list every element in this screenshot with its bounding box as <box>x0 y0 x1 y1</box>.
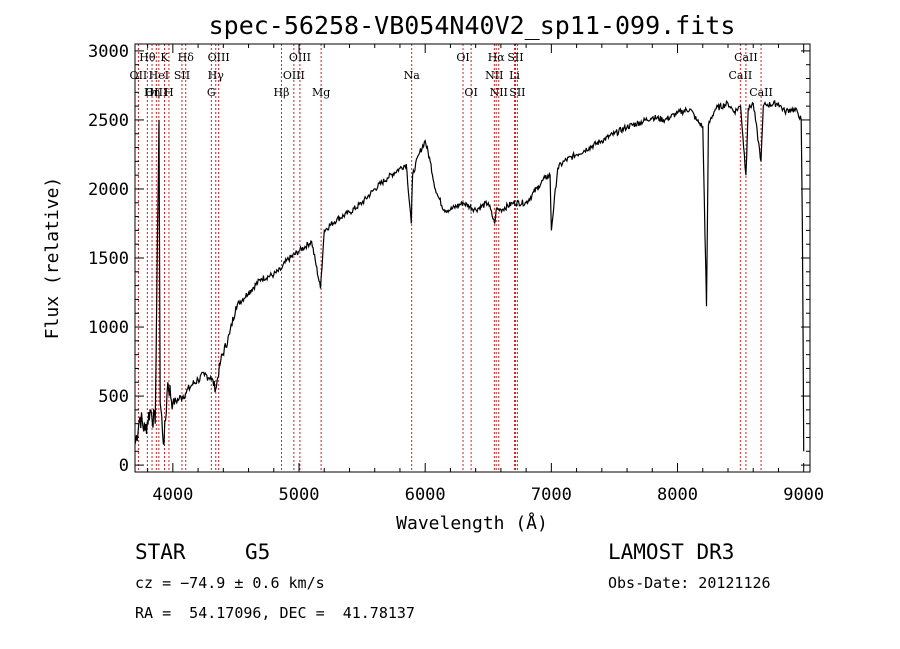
x-tick-label: 5000 <box>279 485 320 505</box>
spectral-line-label: OIII <box>283 69 305 82</box>
spectral-line-label: OIII <box>208 51 230 64</box>
y-tick-label: 3000 <box>88 42 129 62</box>
y-axis-label: Flux (relative) <box>42 177 63 340</box>
y-tick-label: 1500 <box>88 249 129 269</box>
spectral-line-label: OII <box>130 69 148 82</box>
spectral-line-label: Hα <box>488 51 506 64</box>
object-subclass: G5 <box>245 540 271 564</box>
x-tick-label: 9000 <box>783 485 824 505</box>
y-tick-label: 2500 <box>88 111 129 131</box>
spectral-line-label: SII <box>174 69 190 82</box>
spectral-line-label: Hδ <box>178 51 195 64</box>
spectral-line-label: OI <box>464 86 477 99</box>
spectral-line-label: H <box>164 86 174 99</box>
x-tick-label: 4000 <box>152 485 193 505</box>
survey-name: LAMOST DR3 <box>608 540 735 564</box>
y-tick-label: 1000 <box>88 318 129 338</box>
observation-date: Obs-Date: 20121126 <box>608 574 771 592</box>
spectral-line-label: NII <box>490 86 508 99</box>
coordinates: RA = 54.17096, DEC = 41.78137 <box>135 604 415 622</box>
spectral-line-label: NII <box>485 69 503 82</box>
chart-title: spec-56258-VB054N40V2_sp11-099.fits <box>209 11 736 40</box>
spectral-line-label: SII <box>507 51 523 64</box>
spectral-line-label: OIII <box>145 86 167 99</box>
y-tick-label: 2000 <box>88 180 129 200</box>
spectral-line-label: G <box>207 86 216 99</box>
x-tick-label: 7000 <box>531 485 572 505</box>
x-axis-label: Wavelength (Å) <box>396 512 548 534</box>
x-tick-label: 8000 <box>657 485 698 505</box>
x-tick-label: 6000 <box>405 485 446 505</box>
spectral-lines-layer <box>137 44 762 472</box>
spectral-line-label: Hγ <box>208 69 225 82</box>
spectral-line-label: CaII <box>749 86 773 99</box>
plot-frame <box>134 43 811 473</box>
spectral-line-label: Na <box>404 69 421 82</box>
spectral-line-label: CaII <box>729 69 753 82</box>
spectral-line-label: SII <box>509 86 525 99</box>
spectral-line-label: Hθ <box>139 51 156 64</box>
spectral-line-label: Hη <box>144 86 160 99</box>
spectral-line-label: Li <box>509 69 520 82</box>
y-tick-label: 500 <box>98 387 129 407</box>
spectral-line-label: CaII <box>734 51 758 64</box>
axis-ticks-layer: 4000 5000 6000 7000 8000 9000 0 500 1000 1500 2000… <box>88 42 824 505</box>
spectrum-line <box>134 99 805 452</box>
spectral-line-label: Hβ <box>274 86 290 99</box>
spectral-line-label: OIII <box>289 51 311 64</box>
spectral-line-label: HeI <box>149 69 169 82</box>
object-class: STAR <box>135 540 186 564</box>
spectral-line-label: Mg <box>312 86 330 99</box>
spectral-line-label: OI <box>456 51 469 64</box>
spectral-line-label: K <box>160 51 169 64</box>
redshift-velocity: cz = −74.9 ± 0.6 km/s <box>135 574 325 592</box>
y-tick-label: 0 <box>119 456 129 476</box>
